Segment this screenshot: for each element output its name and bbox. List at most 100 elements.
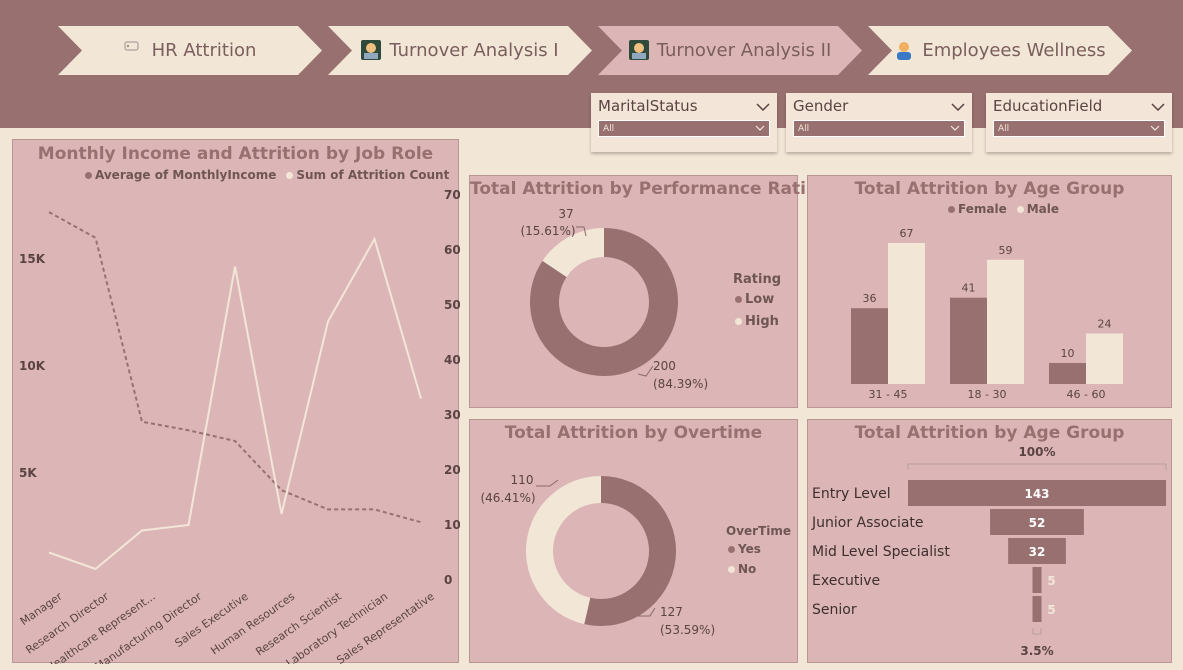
slicer-gender[interactable]: Gender All (786, 93, 972, 152)
tag-icon (124, 41, 144, 61)
slicer-title: Gender (793, 97, 849, 115)
bar-male (888, 243, 925, 384)
nav-tab-shape (868, 26, 1132, 75)
chart-legend: Female Male (948, 202, 1059, 216)
performance-rating-chart: Total Attrition by Performance Rating 20… (469, 175, 830, 408)
donut-chart-svg: 127 (53.59%) 110 (46.41%) (480, 473, 715, 637)
donut-slice-yes (584, 476, 676, 626)
funnel-value-label: 5 (1047, 574, 1055, 588)
funnel-bar (1008, 538, 1066, 564)
nav-tab-turnover-2[interactable]: Turnover Analysis II (598, 26, 862, 75)
chart-title: Total Attrition by Overtime (504, 423, 763, 443)
slicer-value: All (603, 123, 615, 134)
legend-title: Rating (733, 272, 782, 287)
bar-data-label: 41 (962, 282, 976, 295)
chart-title: Total Attrition by Age Group (854, 423, 1125, 443)
left-axis-tick: 5K (19, 466, 37, 480)
legend-item: Low (735, 292, 774, 307)
slicer-dropdown[interactable]: All (993, 120, 1165, 137)
slicer-dropdown[interactable]: All (793, 120, 965, 137)
funnel-bar (1032, 567, 1042, 593)
nav-tab-shape (328, 26, 592, 75)
bar-female (950, 297, 987, 384)
data-label-percent: (15.61%) (520, 224, 575, 238)
slicer-marital-status[interactable]: MaritalStatus All (591, 93, 777, 152)
funnel-bracket (907, 463, 1167, 470)
chart-title: Monthly Income and Attrition by Job Role (37, 144, 434, 164)
legend-item: Male (1016, 202, 1059, 216)
slicer-dropdown[interactable]: All (598, 120, 770, 137)
funnel-value-label: 32 (1029, 545, 1046, 559)
slicer-education-field[interactable]: EducationField All (986, 93, 1172, 152)
slicer-value: All (798, 123, 810, 134)
leader-line (536, 479, 559, 487)
right-axis-tick: 20 (444, 463, 460, 477)
income-attrition-chart: Monthly Income and Attrition by Job Role… (12, 139, 460, 664)
funnel-value-label: 52 (1029, 516, 1046, 530)
legend-title: OverTime (726, 524, 792, 538)
chart-legend: Average of MonthlyIncome Sum of Attritio… (85, 168, 449, 182)
right-axis-tick: 30 (444, 408, 460, 422)
nav-tab-label: HR Attrition (151, 40, 257, 61)
nav-tab-label: Turnover Analysis II (656, 40, 832, 61)
funnel-value-label: 143 (1024, 487, 1049, 501)
bar-data-label: 59 (999, 244, 1013, 257)
bar-female (1049, 362, 1086, 384)
funnel-category-label: Mid Level Specialist (812, 544, 950, 560)
legend-item: Yes (728, 542, 761, 556)
funnel-bar (908, 480, 1166, 506)
nav-tab-employees-wellness[interactable]: Employees Wellness (868, 26, 1132, 75)
donut-chart-svg: 200 (84.39%) 37 (15.61%) (520, 207, 708, 391)
data-label-percent: (53.59%) (660, 623, 715, 637)
chevron-down-icon (1150, 124, 1160, 134)
x-axis-tick: 18 - 30 (968, 388, 1007, 401)
legend-item: Sum of Attrition Count (286, 168, 449, 182)
chevron-down-icon (755, 124, 765, 134)
bar-male (987, 259, 1024, 384)
left-axis-tick: 15K (19, 252, 46, 266)
attrition-line (48, 236, 422, 571)
funnel-category-label: Entry Level (812, 486, 891, 502)
right-axis-tick: 0 (444, 573, 452, 587)
income-line (48, 211, 422, 524)
funnel-top-label: 100% (1018, 445, 1055, 459)
funnel-bottom-label: 3.5% (1020, 644, 1053, 658)
person-icon (894, 41, 914, 61)
slicer-title: EducationField (993, 97, 1103, 115)
data-label-value: 37 (558, 207, 573, 221)
chevron-down-icon[interactable] (1151, 97, 1165, 115)
technologist-icon (361, 40, 382, 61)
nav-tab-label: Employees Wellness (922, 40, 1106, 61)
chevron-down-icon (950, 124, 960, 134)
nav-tab-label: Turnover Analysis I (389, 40, 559, 61)
legend-item: High (735, 314, 779, 329)
donut-slice-low (530, 228, 678, 376)
funnel-bar (990, 509, 1084, 535)
column-chart-svg: 36 67 31 - 45 41 59 18 - 30 10 24 46 - 60 (851, 227, 1123, 401)
nav-tab-shape (58, 26, 322, 75)
nav-tab-hr-attrition[interactable]: HR Attrition (58, 26, 322, 75)
legend-item: No (728, 562, 756, 576)
funnel-bracket (1032, 628, 1042, 635)
right-axis-tick: 10 (444, 518, 460, 532)
age-group-column-chart: Total Attrition by Age Group Female Male… (807, 175, 1172, 408)
bar-male (1086, 333, 1123, 384)
nav-tab-turnover-1[interactable]: Turnover Analysis I (328, 26, 592, 75)
chevron-down-icon[interactable] (756, 97, 770, 115)
data-label-percent: (46.41%) (480, 491, 535, 505)
funnel-category-label: Executive (812, 573, 880, 589)
left-axis-tick: 10K (19, 359, 46, 373)
donut-slice-no (525, 476, 601, 625)
chart-title: Total Attrition by Age Group (854, 179, 1125, 199)
funnel-chart-svg: 100% Entry Level 143 Junior Associate 52 Mid … (811, 445, 1167, 658)
chevron-down-icon[interactable] (951, 97, 965, 115)
right-axis-tick: 40 (444, 353, 460, 367)
technologist-icon (628, 40, 649, 61)
funnel-category-label: Senior (812, 602, 857, 618)
bar-data-label: 10 (1061, 347, 1075, 360)
legend-item: Female (948, 202, 1007, 216)
data-label-value: 127 (660, 605, 683, 619)
nav-tab-shape (598, 26, 862, 75)
x-axis-tick: 31 - 45 (869, 388, 908, 401)
